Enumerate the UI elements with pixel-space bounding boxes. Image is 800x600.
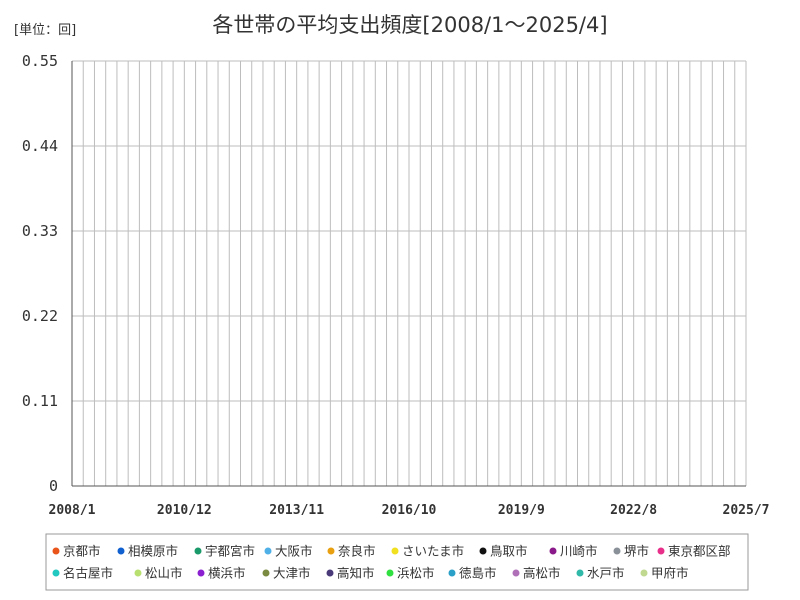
grid — [71, 60, 747, 487]
axes: 0 0.11 0.22 0.33 0.44 0.55 2008/1 2010/12 2013/1… — [22, 52, 770, 518]
legend-label: 高松市 — [523, 566, 561, 581]
legend-item: 浜松市 — [386, 566, 435, 581]
x-tick-label: 2025/7 — [723, 503, 770, 518]
legend-marker — [117, 547, 125, 555]
x-tick-label: 2019/9 — [498, 503, 545, 518]
legend-label: 相模原市 — [128, 544, 178, 559]
legend-marker — [52, 547, 60, 555]
legend-marker — [640, 569, 648, 577]
legend-label: 大阪市 — [275, 544, 313, 559]
y-tick-label: 0.55 — [22, 52, 58, 70]
legend-label: 横浜市 — [208, 566, 246, 581]
legend-marker — [549, 547, 557, 555]
x-tick-label: 2013/11 — [269, 503, 324, 518]
legend-label: 松山市 — [145, 566, 183, 581]
legend-label: 川崎市 — [560, 544, 598, 559]
legend-item: 鳥取市 — [479, 544, 528, 559]
legend-marker — [326, 569, 334, 577]
x-tick-label: 2010/12 — [157, 503, 212, 518]
legend-marker — [479, 547, 487, 555]
legend-item: 水戸市 — [576, 566, 625, 581]
legend-label: 水戸市 — [587, 566, 625, 581]
legend-item: 高松市 — [512, 566, 561, 581]
legend-label: 徳島市 — [459, 566, 497, 581]
y-tick-label: 0 — [49, 477, 58, 495]
legend-marker — [194, 547, 202, 555]
legend-marker — [391, 547, 399, 555]
legend-item: 奈良市 — [327, 544, 376, 559]
chart-title: 各世帯の平均支出頻度[2008/1～2025/4] — [212, 13, 607, 37]
legend-label: 宇都宮市 — [205, 544, 255, 559]
x-tick-label: 2022/8 — [610, 503, 657, 518]
legend-marker — [576, 569, 584, 577]
legend-item: 宇都宮市 — [194, 544, 255, 559]
legend-item: 高知市 — [326, 566, 375, 581]
legend-label: 堺市 — [624, 544, 649, 559]
legend-marker — [657, 547, 665, 555]
legend-marker — [448, 569, 456, 577]
legend-item: 京都市 — [52, 544, 101, 559]
legend-label: 京都市 — [63, 544, 101, 559]
legend-marker — [386, 569, 394, 577]
legend-item: 大阪市 — [264, 544, 313, 559]
legend-item: 徳島市 — [448, 566, 497, 581]
legend-item: 名古屋市 — [52, 566, 113, 581]
legend-item: 相模原市 — [117, 544, 178, 559]
legend-item: 松山市 — [134, 566, 183, 581]
legend-item: 川崎市 — [549, 544, 598, 559]
legend-label: 奈良市 — [338, 544, 376, 559]
y-tick-label: 0.44 — [22, 137, 58, 155]
legend-label: 名古屋市 — [63, 566, 113, 581]
legend-item: さいたま市 — [391, 544, 464, 559]
legend-marker — [134, 569, 142, 577]
legend-label: さいたま市 — [402, 544, 464, 559]
x-tick-label: 2016/10 — [382, 503, 437, 518]
legend-marker — [197, 569, 205, 577]
legend-item: 横浜市 — [197, 566, 246, 581]
legend-item: 甲府市 — [640, 566, 689, 581]
legend-item: 東京都区部 — [657, 544, 731, 559]
legend-label: 浜松市 — [397, 566, 435, 581]
legend-label: 鳥取市 — [490, 544, 528, 559]
legend-marker — [512, 569, 520, 577]
y-tick-label: 0.22 — [22, 307, 58, 325]
legend-marker — [264, 547, 272, 555]
y-tick-label: 0.11 — [22, 392, 58, 410]
legend-marker — [613, 547, 621, 555]
unit-label: [単位：回] — [14, 22, 76, 38]
y-tick-label: 0.33 — [22, 222, 58, 240]
legend-label: 高知市 — [337, 566, 375, 581]
legend-marker — [327, 547, 335, 555]
legend-label: 東京都区部 — [668, 544, 731, 559]
legend-item: 大津市 — [262, 566, 311, 581]
legend-label: 甲府市 — [651, 566, 689, 581]
legend-box — [45, 533, 749, 591]
legend-marker — [52, 569, 60, 577]
x-tick-label: 2008/1 — [49, 503, 96, 518]
legend-label: 大津市 — [273, 566, 311, 581]
legend-item: 堺市 — [613, 544, 649, 559]
legend-marker — [262, 569, 270, 577]
